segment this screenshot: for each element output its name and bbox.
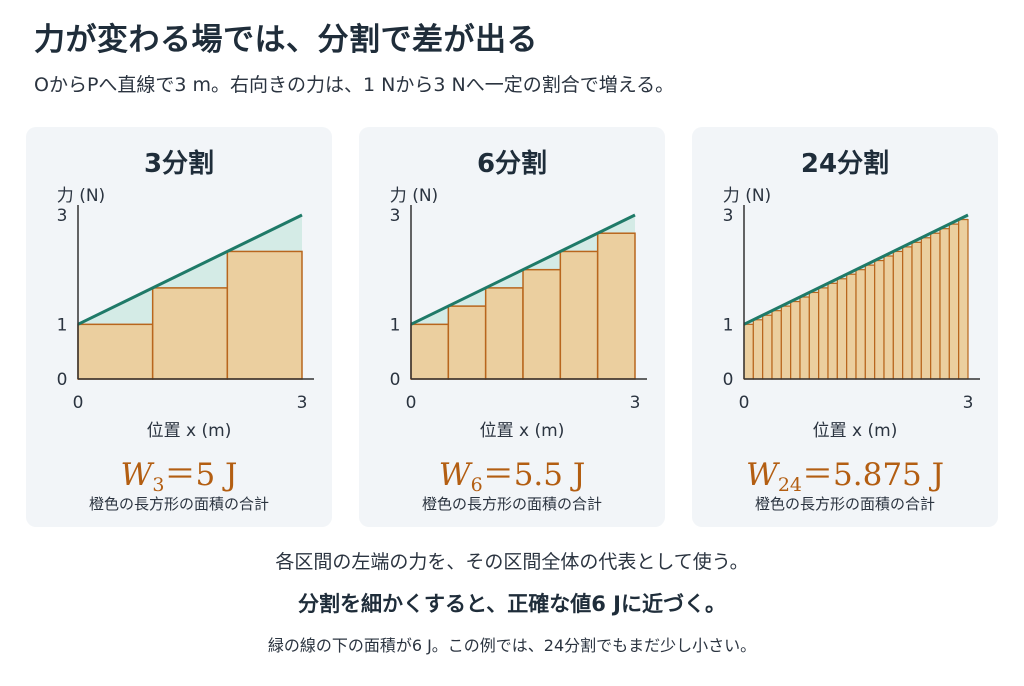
riemann-rect: [484, 287, 524, 380]
riemann-rect: [559, 250, 599, 380]
x-tick-label: 3: [963, 393, 974, 413]
y-axis-label: 力 (N): [723, 186, 771, 206]
riemann-rect: [77, 323, 154, 380]
y-tick-label: 0: [723, 370, 734, 390]
riemann-rect: [930, 232, 941, 380]
riemann-rect: [939, 228, 950, 380]
panel-caption: 橙色の長方形の面積の合計: [754, 495, 935, 513]
riemann-rect: [864, 264, 876, 380]
x-axis-label: 位置 x (m): [147, 421, 232, 441]
force-line: [743, 213, 969, 326]
page-subtitle: OからPへ直線で3 m。右向きの力は、1 Nから3 Nへ一定の割合で増える。: [34, 74, 675, 96]
x-tick-label: 0: [739, 393, 750, 413]
riemann-rect: [762, 314, 773, 380]
riemann-rect: [752, 319, 764, 380]
y-tick-label: 0: [57, 370, 68, 390]
y-tick-label: 0: [390, 370, 401, 390]
riemann-rect: [410, 323, 450, 380]
riemann-rect: [958, 218, 969, 380]
x-tick-label: 3: [630, 393, 641, 413]
x-tick-label: 3: [297, 393, 308, 413]
riemann-rect: [948, 223, 960, 380]
riemann-rect: [790, 300, 801, 380]
riemann-rect: [522, 268, 562, 380]
riemann-rect: [892, 250, 904, 380]
riemann-rect: [902, 246, 913, 380]
force-line: [77, 213, 303, 326]
riemann-rect: [743, 323, 754, 380]
footer-line-1: 各区間の左端の力を、その区間全体の代表として使う。: [275, 551, 749, 573]
panel-title: 6分割: [476, 149, 548, 179]
work-formula: W3＝5 J: [120, 457, 238, 496]
riemann-rect: [827, 282, 838, 380]
riemann-rect: [771, 310, 782, 380]
x-tick-label: 0: [73, 393, 84, 413]
y-tick-label: 1: [390, 315, 401, 335]
force-line: [410, 213, 636, 326]
riemann-rect: [818, 287, 829, 380]
footer-line-3: 緑の線の下の面積が6 J。この例では、24分割でもまだ少し小さい。: [267, 636, 757, 655]
riemann-rect: [596, 232, 636, 380]
riemann-rect: [151, 287, 229, 380]
riemann-rect: [911, 241, 922, 380]
footer-line-2: 分割を細かくすると、正確な値6 Jに近づく。: [298, 592, 726, 616]
page-title: 力が変わる場では、分割で差が出る: [34, 22, 538, 58]
riemann-rect: [855, 269, 866, 380]
riemann-rect: [846, 273, 857, 380]
y-axis-label: 力 (N): [390, 186, 438, 206]
y-axis-label: 力 (N): [57, 186, 105, 206]
y-tick-label: 3: [390, 206, 401, 226]
y-tick-label: 1: [723, 315, 734, 335]
riemann-rect: [836, 278, 848, 380]
riemann-rect: [447, 305, 487, 380]
panel-caption: 橙色の長方形の面積の合計: [421, 495, 602, 513]
x-axis-label: 位置 x (m): [480, 421, 565, 441]
panel-3: 3分割 力 (N) 3 1 0 0 3 位置 x (m) W3＝5 J 橙色の長方形の面積の…: [26, 127, 332, 527]
panel-6: 6分割 力 (N) 3 1 0 0 3 位置 x (m) W6＝5.5 J 橙色の長方形の面…: [359, 127, 665, 527]
y-tick-label: 1: [57, 315, 68, 335]
panel-title: 24分割: [800, 149, 890, 179]
riemann-rect: [799, 296, 810, 380]
riemann-rect: [883, 255, 894, 380]
riemann-rect: [780, 305, 792, 380]
riemann-rect: [874, 259, 885, 380]
riemann-rect: [226, 250, 303, 380]
x-axis-label: 位置 x (m): [813, 421, 898, 441]
x-tick-label: 0: [406, 393, 417, 413]
riemann-rect: [808, 291, 820, 380]
y-tick-label: 3: [57, 206, 68, 226]
y-tick-label: 3: [723, 206, 734, 226]
panel-24: 24分割 力 (N) 3 1 0 0 3 位置 x (m) W24＝5.875 J 橙色の長…: [692, 127, 998, 527]
work-formula: W24＝5.875 J: [745, 457, 945, 496]
panel-caption: 橙色の長方形の面積の合計: [88, 495, 269, 513]
work-formula: W6＝5.5 J: [438, 457, 586, 496]
panel-title: 3分割: [143, 149, 215, 179]
riemann-rect: [920, 237, 932, 380]
